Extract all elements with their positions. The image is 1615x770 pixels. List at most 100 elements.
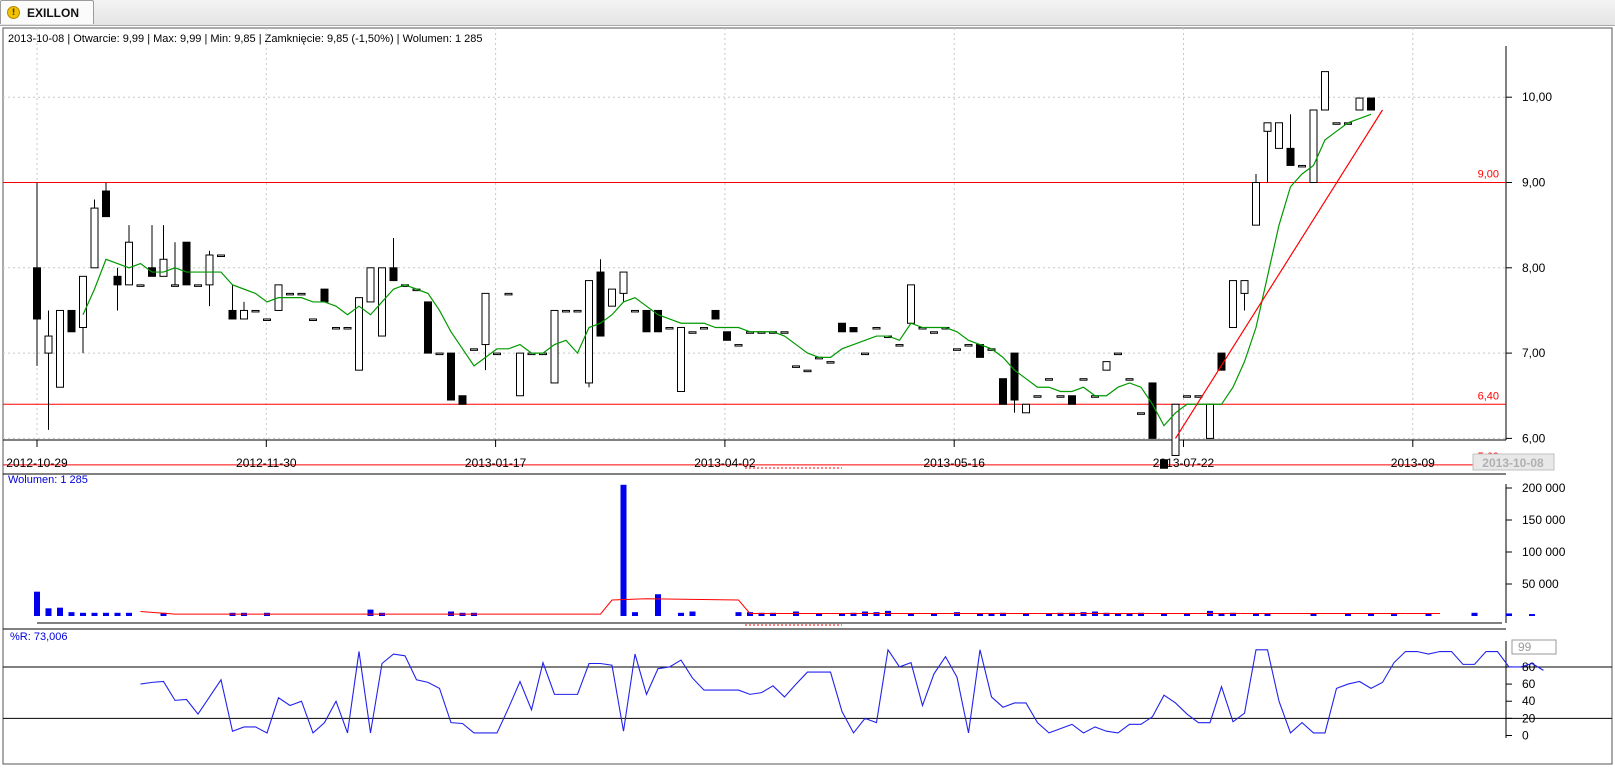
candle-body: [1217, 352, 1226, 371]
candle-body: [1125, 378, 1134, 381]
candle-body: [343, 327, 352, 330]
tab-exillon[interactable]: ! EXILLON: [0, 0, 94, 24]
candle-body: [56, 309, 64, 388]
price-y-tick-label: 7,00: [1522, 346, 1546, 360]
candle-body: [90, 207, 99, 269]
tab-bar: ! EXILLON: [0, 0, 1615, 26]
volume-bar: [839, 613, 845, 616]
candle-body: [1148, 382, 1157, 439]
volume-y-tick-label: 200 000: [1522, 481, 1566, 495]
volume-y-tick-label: 50 000: [1522, 577, 1559, 591]
wr-line: [140, 648, 1544, 734]
candle-body: [516, 352, 524, 397]
candle-body: [688, 331, 697, 334]
candle-body: [1183, 395, 1191, 398]
volume-average-line: [140, 598, 1440, 615]
candle-body: [458, 395, 467, 405]
volume-bar: [1471, 612, 1478, 616]
last-date-badge-box: [1472, 453, 1555, 471]
candle-body: [424, 301, 432, 354]
candle-body: [251, 309, 260, 313]
price-x-tick-label: 2013-01-17: [465, 456, 527, 470]
volume-bar: [160, 612, 167, 616]
candle-body: [907, 284, 915, 324]
volume-bar: [689, 611, 696, 616]
volume-bar: [126, 612, 132, 616]
volume-bar: [1230, 612, 1236, 616]
candle-body: [79, 275, 87, 329]
volume-bar: [367, 609, 374, 616]
volume-bar: [632, 612, 638, 616]
volume-bar: [954, 612, 960, 616]
volume-bar: [1310, 613, 1317, 616]
candle-body: [1321, 71, 1329, 111]
candle-body: [159, 258, 168, 277]
volume-bar: [1046, 613, 1052, 616]
candle-body: [33, 267, 41, 320]
volume-bar: [1264, 613, 1271, 616]
candle-body: [619, 271, 628, 294]
candle-body: [113, 275, 122, 286]
price-y-tick-label: 8,00: [1522, 261, 1546, 275]
candle-body: [1286, 147, 1295, 166]
last-date-badge: 2013-10-08: [1482, 456, 1544, 470]
candle-body: [1355, 97, 1364, 111]
wr-y-tick-label: 60: [1522, 677, 1536, 691]
volume-bar: [1391, 614, 1397, 616]
volume-bar: [103, 612, 109, 616]
candle-body: [826, 361, 835, 364]
volume-bar: [1115, 613, 1121, 616]
candle-body: [700, 327, 708, 330]
volume-bar: [1184, 613, 1190, 616]
candle-body: [1033, 395, 1042, 398]
volume-bar: [45, 608, 52, 616]
candle-body: [44, 335, 53, 354]
volume-bar: [1345, 613, 1351, 616]
candle-body: [435, 352, 444, 356]
candle-body: [136, 284, 145, 287]
volume-bar: [68, 612, 75, 616]
volume-bar: [1069, 612, 1075, 616]
candle-body: [493, 352, 501, 356]
volume-bar: [57, 607, 63, 616]
volume-bar: [1529, 614, 1535, 616]
price-x-tick-label: 2013-09: [1391, 456, 1435, 470]
volume-bar: [850, 612, 857, 616]
candle-body: [1056, 395, 1065, 398]
volume-bar: [1218, 613, 1225, 616]
price-x-tick-label: 2013-07-22: [1153, 456, 1215, 470]
candle-body: [665, 327, 674, 330]
chart-svg[interactable]: 2013-10-08 | Otwarcie: 9,99 | Max: 9,99 …: [0, 26, 1615, 766]
candle-body: [1309, 109, 1318, 183]
candle-body: [573, 309, 582, 313]
candle-body: [125, 241, 133, 286]
candle-body: [481, 292, 490, 346]
candle-body: [297, 292, 306, 296]
volume-bar: [758, 612, 765, 616]
chart-area[interactable]: 2013-10-08 | Otwarcie: 9,99 | Max: 9,99 …: [0, 26, 1615, 766]
candle-body: [504, 292, 513, 296]
candle-body: [355, 297, 363, 371]
price-x-tick-label: 2012-11-30: [236, 456, 297, 470]
candle-body: [286, 292, 294, 296]
candle-body: [976, 344, 984, 358]
tab-label: EXILLON: [27, 5, 80, 20]
candle-body: [872, 327, 881, 330]
moving-average-line: [82, 113, 1372, 427]
candle-body: [171, 284, 179, 287]
wr-label: %R: 73,006: [10, 631, 67, 643]
volume-bar: [770, 612, 776, 616]
candle-body: [1045, 378, 1053, 381]
volume-bar: [977, 613, 983, 616]
price-y-tick-label: 10,00: [1522, 90, 1552, 104]
volume-panel: 200 000 150 000 100 000 50 000: [3, 473, 1566, 626]
volume-bar: [816, 613, 822, 616]
volume-y-tick-label: 150 000: [1522, 513, 1566, 527]
volume-bar: [931, 613, 937, 616]
candle-body: [320, 288, 329, 303]
candle-body: [608, 288, 616, 307]
volume-bar: [1126, 613, 1133, 616]
candle-body: [1275, 122, 1283, 149]
volume-bar: [873, 612, 880, 616]
